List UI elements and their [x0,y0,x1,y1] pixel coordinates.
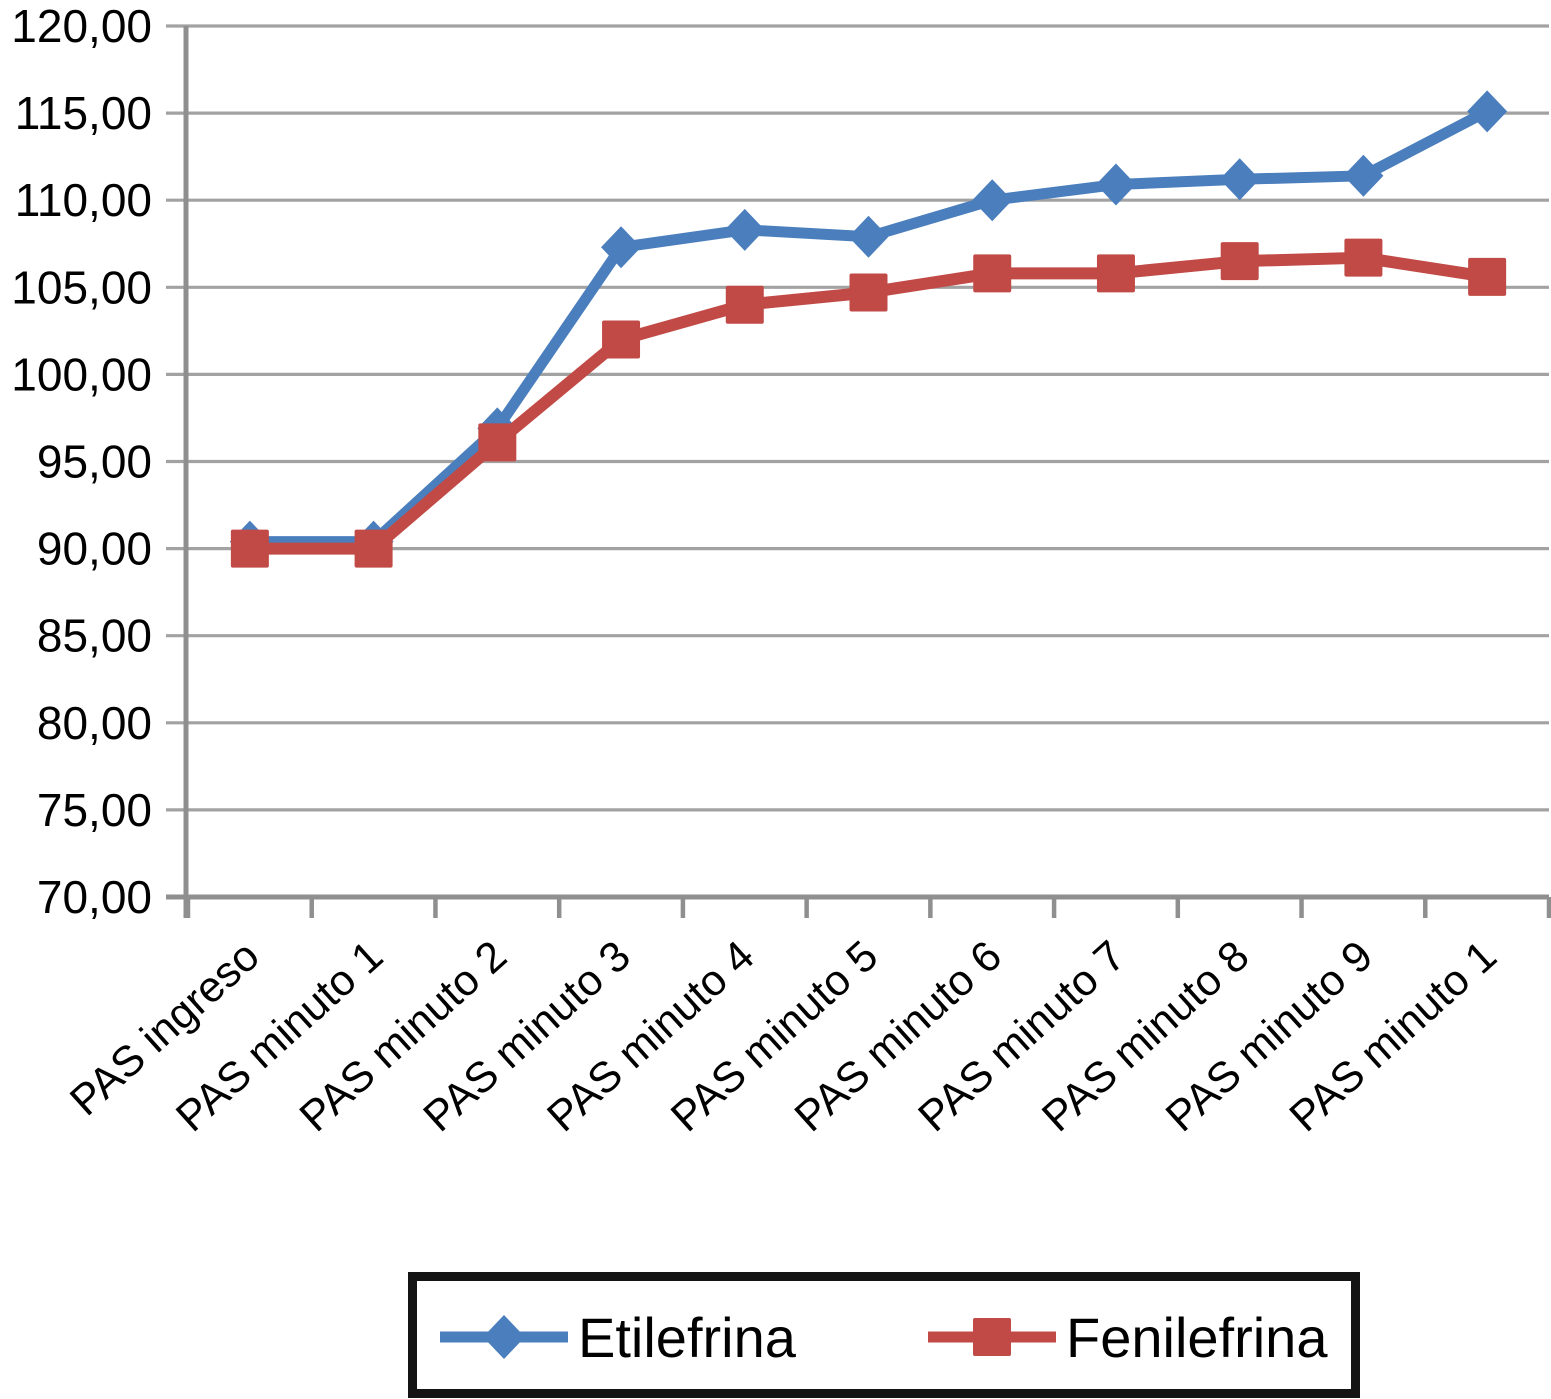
data-point-marker [602,320,641,359]
legend: Etilefrina Fenilefrina [408,1272,1360,1398]
series-line [244,105,1493,548]
legend-diamond-icon [483,1315,525,1359]
data-point-marker [1095,163,1136,206]
data-point-marker [1468,257,1507,296]
axis-ticks [185,897,1551,918]
y-tick-label: 85,00 [37,610,152,662]
series-layer [229,90,1508,568]
legend-square-icon [973,1318,1011,1356]
series-fenilefrina [230,238,1507,568]
y-tick-label: 90,00 [37,523,152,575]
data-point-marker [354,529,393,568]
data-point-marker [1219,158,1260,201]
y-tick-label: 95,00 [37,436,152,488]
y-tick-label: 75,00 [37,784,152,836]
data-point-marker [1096,254,1135,293]
y-tick-label: 100,00 [11,348,152,400]
axes [166,26,1549,918]
data-point-marker [972,179,1013,222]
legend-label-etilefrina: Etilefrina [578,1306,797,1369]
data-point-marker [973,254,1012,293]
y-tick-label: 80,00 [37,697,152,749]
data-point-marker [478,423,517,462]
gridlines [166,24,1549,899]
data-point-marker [1220,242,1259,281]
legend-item-etilefrina: Etilefrina [440,1306,797,1369]
data-point-marker [1343,154,1384,197]
y-tick-label: 105,00 [11,261,152,313]
data-point-marker [601,226,642,269]
data-point-marker [848,215,889,258]
data-point-marker [230,529,269,568]
data-point-marker [724,208,765,251]
y-tick-label: 110,00 [15,174,152,226]
y-axis-labels: 70,00 75,00 80,00 85,00 90,00 95,00 100,00 105,… [11,0,152,923]
y-tick-label: 115,00 [15,87,152,139]
data-point-marker [1467,90,1508,133]
y-tick-label: 70,00 [37,871,152,923]
data-point-marker [849,273,888,312]
data-point-marker [725,285,764,324]
series-etilefrina [229,90,1508,563]
data-point-marker [1344,238,1383,277]
legend-box [408,1272,1360,1398]
legend-item-fenilefrina: Fenilefrina [928,1306,1328,1369]
legend-label-fenilefrina: Fenilefrina [1066,1306,1328,1369]
y-tick-label: 120,00 [11,0,152,52]
